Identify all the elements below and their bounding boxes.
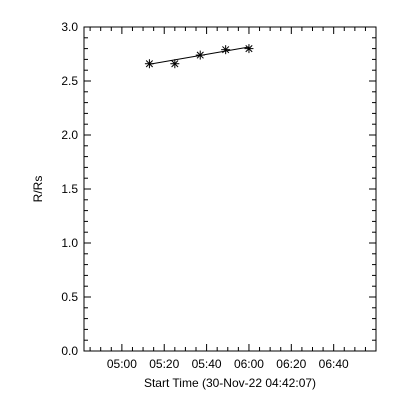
points-layer xyxy=(144,44,254,69)
data-point xyxy=(195,50,205,60)
y-axis-label: R/Rs xyxy=(31,176,45,203)
data-point xyxy=(221,45,231,55)
x-tick-labels: 05:00 05:20 05:40 06:00 06:20 06:40 xyxy=(107,357,349,371)
x-tick-label: 05:40 xyxy=(192,357,222,371)
x-tick-label: 06:20 xyxy=(276,357,306,371)
y-tick-labels: 0.0 0.5 1.0 1.5 2.0 2.5 3.0 xyxy=(61,20,78,358)
data-point xyxy=(144,59,154,69)
y-tick-label: 3.0 xyxy=(61,20,78,34)
y-tick-label: 0.0 xyxy=(61,344,78,358)
y-tick-label: 1.5 xyxy=(61,182,78,196)
y-tick-label: 2.5 xyxy=(61,74,78,88)
x-tick-label: 06:00 xyxy=(234,357,264,371)
x-tick-label: 05:20 xyxy=(149,357,179,371)
x-tick-label: 06:40 xyxy=(319,357,349,371)
x-ticks xyxy=(89,27,366,351)
y-tick-label: 2.0 xyxy=(61,128,78,142)
y-ticks xyxy=(84,26,376,352)
data-point xyxy=(170,59,180,69)
y-tick-label: 0.5 xyxy=(61,290,78,304)
x-axis-label: Start Time (30-Nov-22 04:42:07) xyxy=(144,376,316,390)
x-tick-label: 05:00 xyxy=(107,357,137,371)
data-point xyxy=(244,44,254,54)
y-tick-label: 1.0 xyxy=(61,236,78,250)
